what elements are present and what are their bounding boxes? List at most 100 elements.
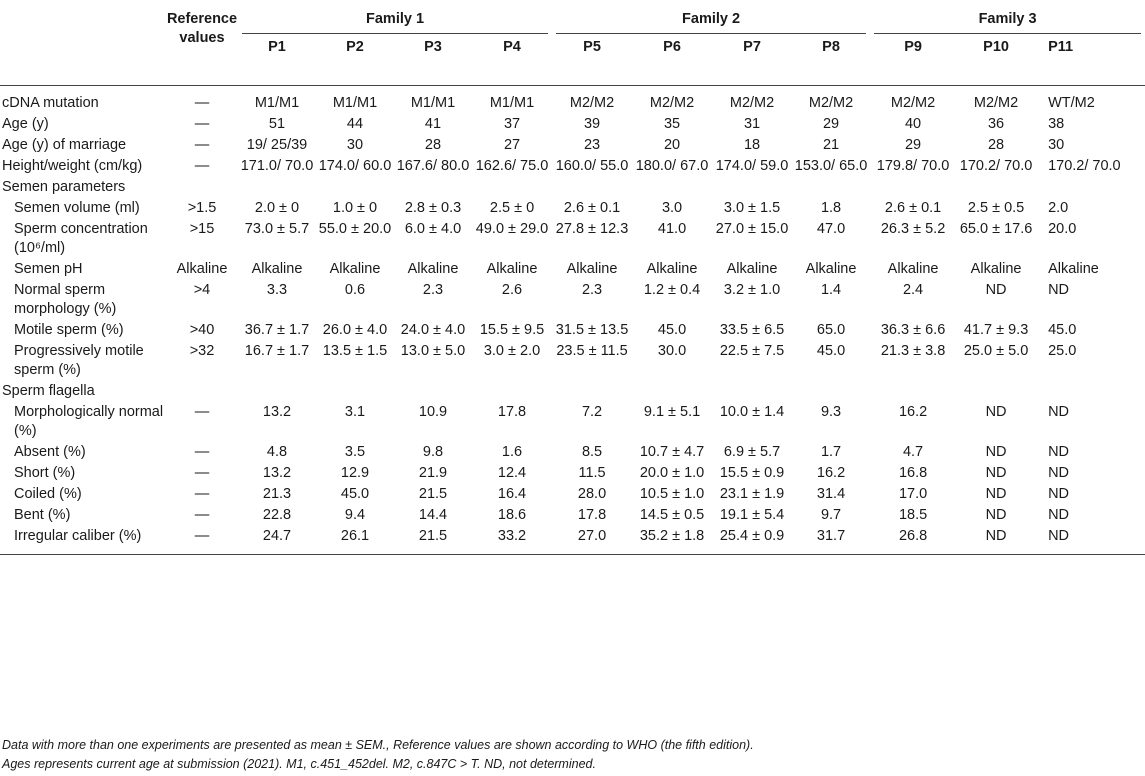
value-cell: 65.0 ± 17.6	[959, 221, 1033, 237]
patient-header-p5: P5	[583, 39, 601, 55]
value-cell: 21	[822, 137, 840, 153]
value-cell	[632, 382, 712, 403]
value-cell: 1.7	[820, 444, 842, 460]
value-cell: M2/M2	[792, 85, 871, 115]
value-cell: 13.5 ± 1.5	[322, 343, 388, 359]
row-label: Sperm flagella	[2, 383, 95, 399]
value-cell: 22.5 ± 7.5	[719, 343, 785, 359]
value-cell: ND	[1048, 282, 1070, 298]
value-cell: 2.6 ± 0.1	[884, 200, 942, 216]
value-cell: 23	[583, 137, 601, 153]
reference-value: —	[194, 444, 210, 460]
value-cell: M2/M2	[632, 85, 713, 115]
reference-value: >4	[193, 282, 211, 298]
patient-header-p10: P10	[983, 39, 1009, 55]
value-cell: 41	[424, 116, 442, 132]
value-cell: 1.0 ± 0	[332, 200, 378, 216]
value-cell: 153.0/ 65.0	[794, 158, 868, 174]
value-cell: 30.0	[657, 343, 687, 359]
value-cell: 17.8	[577, 507, 607, 523]
value-cell: 2.6	[501, 282, 523, 298]
value-cell: 20.0	[1048, 221, 1077, 237]
value-cell: 3.3	[266, 282, 288, 298]
value-cell: 49.0 ± 29.0	[475, 221, 549, 237]
reference-value: —	[194, 158, 210, 174]
table-row: Semen pH Alkaline Alkaline Alkaline Alkaline…	[0, 260, 1145, 281]
value-cell: ND	[985, 444, 1007, 460]
family-1-header: Family 1	[238, 0, 552, 34]
value-cell: 25.0	[1048, 343, 1077, 359]
value-cell	[1036, 382, 1145, 403]
row-label: Motile sperm (%)	[14, 322, 124, 338]
row-label: cDNA mutation	[0, 85, 166, 115]
value-cell: 2.0 ± 0	[254, 200, 300, 216]
value-cell: 23.1 ± 1.9	[719, 486, 785, 502]
value-cell: Alkaline	[726, 261, 778, 277]
value-cell: 33.5 ± 6.5	[719, 322, 785, 338]
corner-cell	[0, 0, 166, 34]
value-cell: M1/M1	[472, 85, 553, 115]
value-cell: 45.0	[657, 322, 687, 338]
value-cell: Alkaline	[805, 261, 857, 277]
row-label: Absent (%)	[14, 444, 86, 460]
value-cell: 31	[743, 116, 761, 132]
value-cell: 12.9	[340, 465, 370, 481]
value-cell: 171.0/ 70.0	[240, 158, 314, 174]
row-label: Short (%)	[14, 465, 76, 481]
value-cell: 9.1 ± 5.1	[643, 404, 701, 420]
footnote-2: Ages represents current age at submissio…	[2, 757, 596, 771]
value-cell: 33.2	[472, 527, 553, 555]
ref-header-line2: values	[179, 30, 225, 46]
reference-value: —	[166, 527, 238, 555]
value-cell: M1/M1	[238, 85, 316, 115]
family-2-header: Family 2	[552, 0, 870, 34]
value-cell: 17.0	[898, 486, 928, 502]
value-cell	[870, 382, 956, 403]
value-cell: 180.0/ 67.0	[635, 158, 709, 174]
patient-header-row: P1 P2 P3 P4 P5 P6 P7 P8 P9 P10 P11	[0, 34, 1145, 86]
value-cell: 31.7	[792, 527, 871, 555]
value-cell: 40	[904, 116, 922, 132]
value-cell: 160.0/ 55.0	[555, 158, 629, 174]
value-cell: 25.4 ± 0.9	[712, 527, 793, 555]
value-cell: 24.0 ± 4.0	[400, 322, 466, 338]
value-cell: Alkaline	[486, 261, 538, 277]
ref-header-line1: Reference	[166, 11, 238, 27]
reference-value: Alkaline	[176, 261, 228, 277]
value-cell: 6.9 ± 5.7	[723, 444, 781, 460]
value-cell: M1/M1	[316, 85, 394, 115]
value-cell: Alkaline	[407, 261, 459, 277]
value-cell: 28	[987, 137, 1005, 153]
value-cell: 167.6/ 80.0	[396, 158, 470, 174]
value-cell: M2/M2	[956, 85, 1037, 115]
value-cell: 7.2	[581, 404, 603, 420]
value-cell: 31.4	[816, 486, 846, 502]
value-cell: 10.7 ± 4.7	[639, 444, 705, 460]
reference-value: >40	[189, 322, 215, 338]
value-cell	[316, 178, 394, 199]
value-cell: 4.7	[902, 444, 924, 460]
value-cell: 13.2	[262, 404, 292, 420]
table-row: Sperm flagella	[0, 382, 1145, 403]
value-cell	[552, 382, 632, 403]
value-cell: 27	[503, 137, 521, 153]
value-cell: 36.3 ± 6.6	[880, 322, 946, 338]
row-label: Semen parameters	[2, 179, 126, 195]
value-cell: 55.0 ± 20.0	[318, 221, 392, 237]
value-cell: Alkaline	[646, 261, 698, 277]
value-cell: 174.0/ 60.0	[318, 158, 392, 174]
table-row: Sperm concentration (10⁶/ml) >15 73.0 ± 5.…	[0, 220, 1145, 260]
value-cell: ND	[985, 486, 1007, 502]
value-cell	[792, 382, 870, 403]
value-cell: 16.8	[898, 465, 928, 481]
table-row: Absent (%) — 4.8 3.5 9.8 1.6 8.5 10.7 ± 4.7 6.9 …	[0, 443, 1145, 464]
value-cell	[1036, 178, 1145, 199]
table-row: Coiled (%) — 21.3 45.0 21.5 16.4 28.0 10.5 ± 1.…	[0, 485, 1145, 506]
value-cell: WT/M2	[1036, 85, 1145, 115]
patient-header-p2: P2	[346, 39, 364, 55]
value-cell: ND	[1048, 465, 1070, 481]
value-cell: ND	[1048, 486, 1070, 502]
value-cell: 21.9	[418, 465, 448, 481]
table-row: Normal sperm morphology (%) >4 3.3 0.6 2.3 2.…	[0, 281, 1145, 321]
patient-header-p8: P8	[822, 39, 840, 55]
